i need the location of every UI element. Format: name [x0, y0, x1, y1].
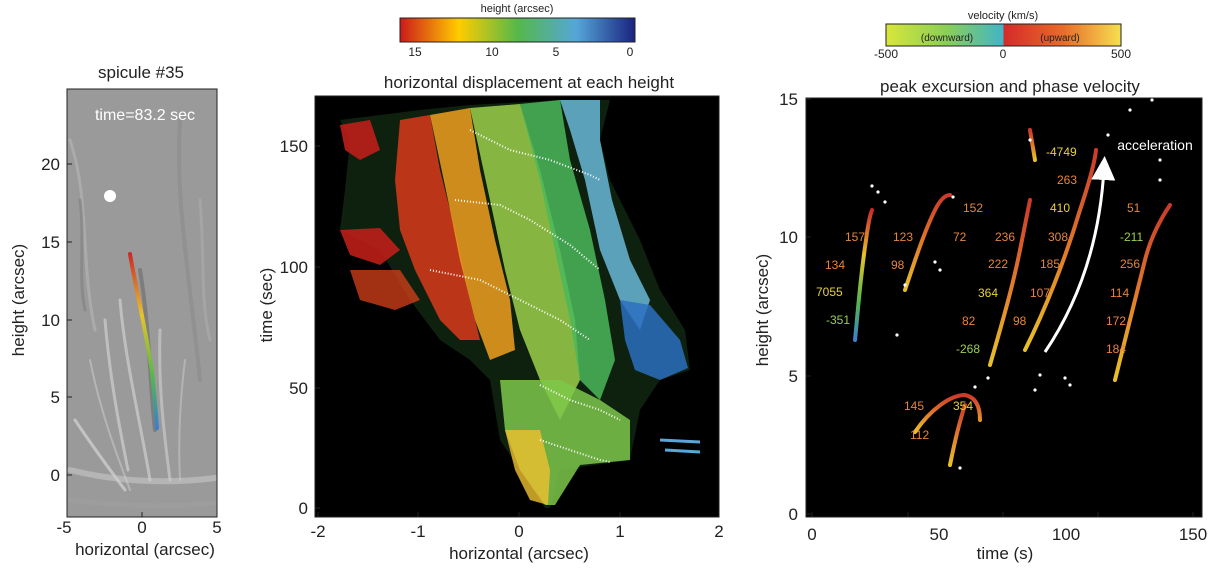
velocity-label: 184 [1106, 342, 1126, 356]
panel3-xtick-100: 100 [1052, 525, 1080, 544]
velocity-label: 134 [825, 258, 845, 272]
panel2-xtick-0: 0 [514, 522, 523, 541]
velocity-label: 256 [1120, 257, 1140, 271]
velocity-label: 222 [988, 257, 1008, 271]
panel2-colorbar [399, 17, 636, 43]
panel1-fibril-texture [67, 118, 218, 509]
velocity-label: 114 [1110, 286, 1129, 300]
velocity-label: 354 [953, 399, 973, 413]
velocity-label: 185 [1040, 257, 1060, 271]
velocity-label: 98 [891, 258, 905, 272]
panel2-ytick-100: 100 [280, 258, 308, 277]
panel2-axis-ticks [315, 145, 720, 517]
velocity-label: 72 [953, 230, 967, 244]
panel2-ytick-50: 50 [289, 379, 308, 398]
velocity-label: 98 [1013, 314, 1027, 328]
panel3-white-points [870, 98, 1162, 470]
velocity-label: 112 [910, 428, 929, 442]
panel2-ytick-150: 150 [280, 137, 308, 156]
panel-spicule-image: spicule #35 time=83.2 sec [9, 63, 222, 559]
velocity-label: 236 [995, 230, 1015, 244]
panel3-xtick-50: 50 [930, 525, 949, 544]
panel2-colorbar-tick-5: 5 [553, 45, 560, 59]
velocity-label: -4749 [1046, 145, 1077, 159]
panel3-xlabel: time (s) [977, 544, 1034, 563]
panel3-frame [805, 97, 1203, 518]
panel2-frame [314, 95, 720, 518]
panel3-plot-background [806, 98, 1202, 517]
panel1-bright-dot [104, 190, 116, 202]
panel1-xlabel: horizontal (arcsec) [75, 540, 215, 559]
panel3-velocity-labels: 157 134 7055 -351 123 98 152 72 236 222 … [816, 145, 1143, 442]
panel3-ytick-5: 5 [789, 367, 798, 386]
panel2-colorbar-tick-15: 15 [408, 45, 422, 59]
panel1-xtick-0: 0 [137, 518, 146, 537]
panel2-ylabel: time (sec) [257, 268, 276, 343]
panel3-ytick-10: 10 [779, 228, 798, 247]
panel3-xtick-0: 0 [807, 525, 816, 544]
panel2-white-traces [429, 129, 621, 463]
velocity-label: 82 [962, 314, 976, 328]
panel3-ytick-15: 15 [779, 90, 798, 109]
velocity-label: 7055 [816, 285, 843, 299]
panel2-xtick-neg1: -1 [410, 522, 425, 541]
panel1-axis-ticks [66, 163, 218, 517]
panel2-title: horizontal displacement at each height [384, 73, 674, 92]
panel3-acceleration-arrow [1043, 156, 1116, 353]
panel1-ytick-10: 10 [41, 311, 60, 330]
panel1-time-label: time=83.2 sec [95, 107, 195, 124]
velocity-label: 51 [1127, 201, 1141, 215]
panel1-ytick-5: 5 [51, 388, 60, 407]
velocity-label: 123 [893, 230, 913, 244]
panel2-xtick-2: 2 [714, 522, 723, 541]
panel1-ylabel: height (arcsec) [9, 244, 28, 356]
velocity-label: 172 [1106, 314, 1126, 328]
velocity-label: 308 [1048, 230, 1068, 244]
velocity-label: 410 [1050, 201, 1070, 215]
panel3-colorbar-right-label: (upward) [1040, 33, 1079, 44]
velocity-label: 152 [963, 201, 983, 215]
panel1-xtick-5: 5 [212, 518, 221, 537]
panel1-ytick-20: 20 [41, 155, 60, 174]
panel2-colorbar-tick-10: 10 [485, 45, 499, 59]
velocity-label: -268 [956, 342, 980, 356]
panel-peak-excursion: velocity (km/s) (downward) (upward) -500… [753, 10, 1207, 563]
panel3-axis-ticks [806, 98, 1194, 517]
panel3-colorbar-left-value: -500 [874, 47, 898, 61]
panel3-colorbar-left-label: (downward) [921, 33, 973, 44]
velocity-label: -351 [826, 313, 850, 327]
velocity-label: -211 [1120, 230, 1143, 244]
panel1-spicule-trace [128, 252, 159, 430]
panel-horizontal-displacement: height (arcsec) 15 10 5 0 horizontal dis… [257, 3, 724, 563]
panel1-title: spicule #35 [98, 63, 184, 82]
panel2-xtick-neg2: -2 [310, 522, 325, 541]
panel3-title: peak excursion and phase velocity [880, 77, 1140, 96]
panel1-ytick-0: 0 [51, 466, 60, 485]
panel3-xtick-150: 150 [1179, 525, 1207, 544]
panel3-colorbar-right-value: 500 [1111, 47, 1131, 61]
panel2-colorbar-title: height (arcsec) [481, 3, 554, 15]
panel3-ylabel: height (arcsec) [753, 254, 772, 366]
panel3-ytick-0: 0 [789, 505, 798, 524]
velocity-label: 263 [1057, 173, 1077, 187]
panel2-xlabel: horizontal (arcsec) [449, 544, 589, 563]
panel1-xtick-neg5: -5 [56, 518, 71, 537]
velocity-label: 364 [978, 286, 998, 300]
panel2-displacement-band [340, 100, 690, 508]
panel3-arrow-label: acceleration [1117, 137, 1193, 153]
panel3-colorbar-center-value: 0 [1000, 47, 1007, 61]
panel1-ytick-15: 15 [41, 233, 60, 252]
panel2-blue-segment [659, 438, 701, 454]
velocity-label: 157 [845, 230, 865, 244]
velocity-label: 145 [904, 399, 924, 413]
panel2-colorbar-tick-0: 0 [627, 45, 634, 59]
velocity-label: 107 [1030, 286, 1050, 300]
panel2-xtick-1: 1 [615, 522, 624, 541]
panel3-colorbar-title: velocity (km/s) [968, 10, 1038, 22]
panel3-colorbar [885, 23, 1122, 47]
panel2-ytick-0: 0 [299, 499, 308, 518]
